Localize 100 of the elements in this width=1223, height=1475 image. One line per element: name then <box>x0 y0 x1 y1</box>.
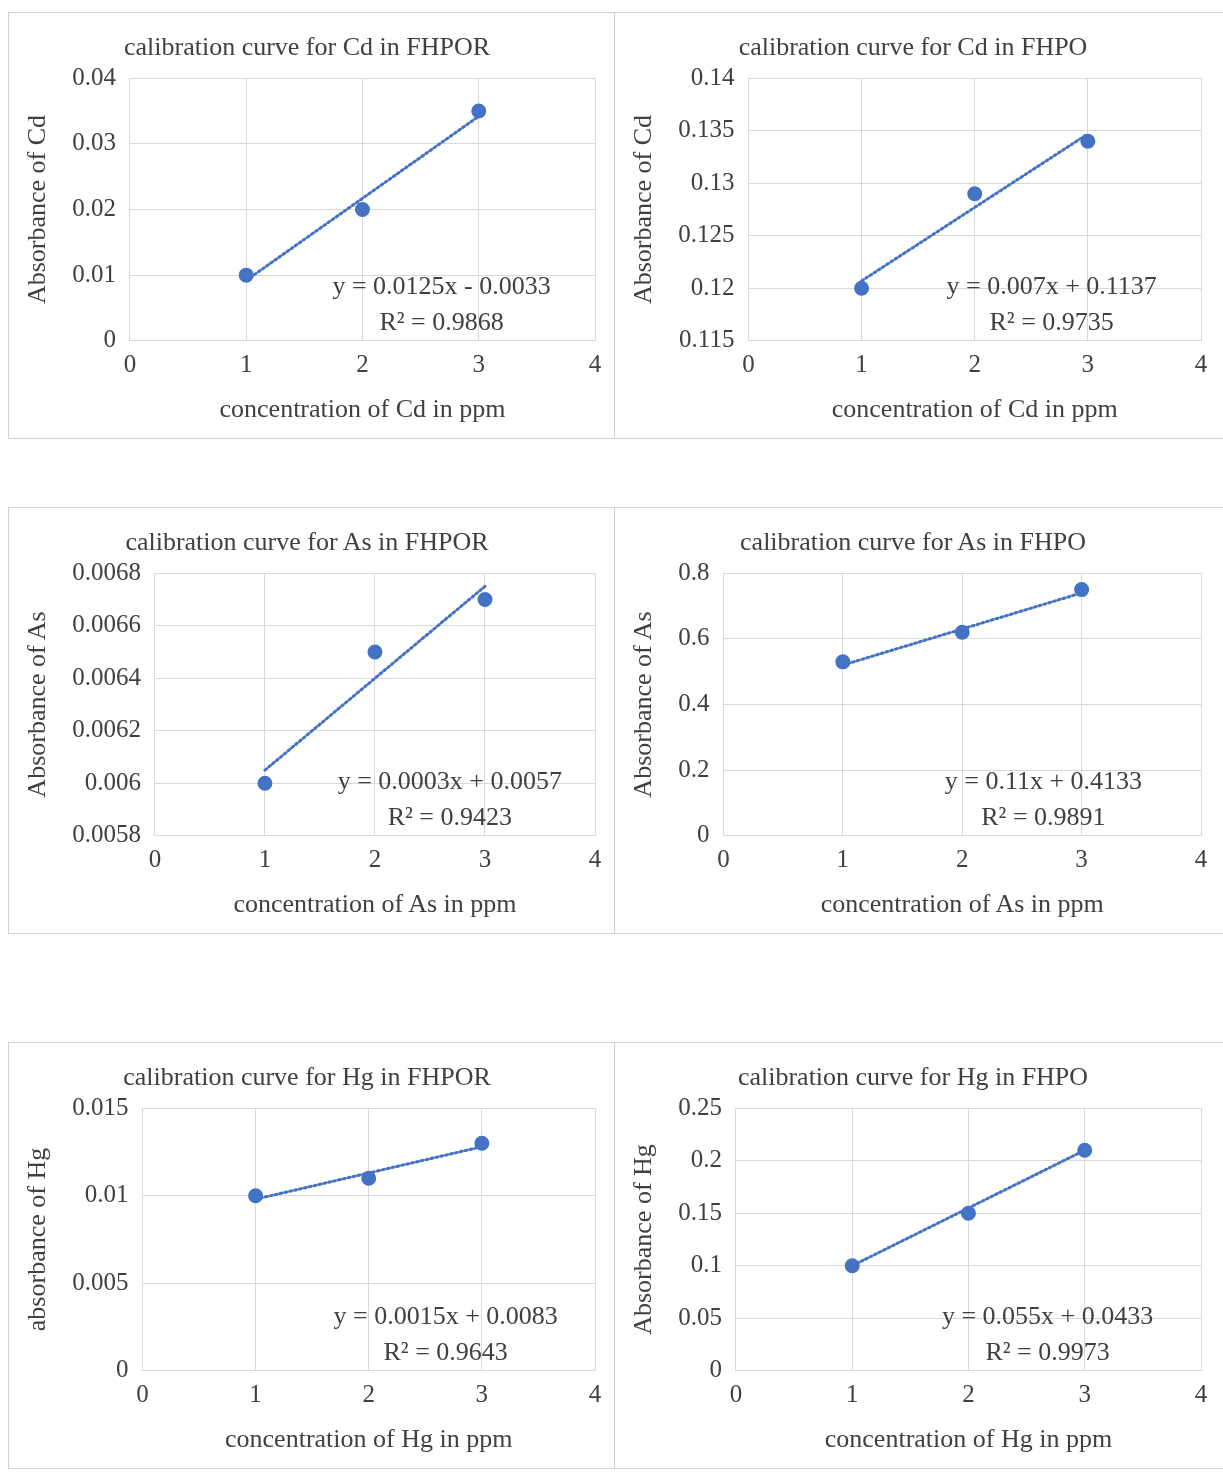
point <box>844 1258 860 1274</box>
y-tick-label: 0.135 <box>678 115 735 143</box>
x-tick-label: 3 <box>472 350 485 378</box>
y-tick-label: 0.006 <box>84 767 141 795</box>
y-tick-label: 0.14 <box>690 62 735 90</box>
y-tick-label: 0.125 <box>678 220 735 248</box>
x-tick-label: 3 <box>475 1380 489 1408</box>
y-tick-label: 0.015 <box>72 1092 129 1120</box>
y-axis-title: Absorbance of Cd <box>22 114 52 305</box>
x-tick-label: 4 <box>1194 1380 1208 1408</box>
annotation: y = 0.11x + 0.4133 <box>944 765 1143 795</box>
x-tick-label: 3 <box>1081 350 1095 378</box>
x-tick-label: 2 <box>955 845 969 873</box>
x-tick-label: 2 <box>968 350 981 378</box>
x-tick-label: 2 <box>962 1380 975 1408</box>
y-axis-title: Absorbance of As <box>628 611 658 798</box>
y-tick-label: 0.01 <box>84 1180 129 1208</box>
y-axis-title: Absorbance of Cd <box>628 114 658 305</box>
x-tick-label: 0 <box>742 350 755 378</box>
y-tick-label: 0.0062 <box>72 715 141 743</box>
annotation: R² = 0.9735 <box>989 306 1114 336</box>
y-tick-label: 0.05 <box>678 1302 722 1330</box>
y-tick-label: 0.0058 <box>72 820 141 848</box>
point <box>1080 133 1096 149</box>
y-tick-label: 0.0064 <box>72 662 142 690</box>
x-axis-title: concentration of Cd in ppm <box>831 394 1118 424</box>
x-tick-label: 1 <box>836 845 850 873</box>
x-tick-label: 4 <box>1194 845 1208 873</box>
point <box>248 1188 264 1204</box>
y-axis-title: Absorbance of As <box>22 611 52 798</box>
chart-title: calibration curve for As in FHPOR <box>125 527 490 557</box>
x-tick-label: 1 <box>258 845 272 873</box>
x-tick-label: 2 <box>356 350 369 378</box>
point <box>474 1135 490 1151</box>
point <box>477 591 493 607</box>
annotation: R² = 0.9868 <box>379 306 504 336</box>
point <box>471 103 487 119</box>
annotation: y = 0.007x + 0.1137 <box>946 270 1157 300</box>
x-tick-label: 2 <box>368 845 382 873</box>
x-tick-label: 3 <box>478 845 492 873</box>
chart-title: calibration curve for Cd in FHPO <box>738 32 1088 62</box>
point <box>1074 582 1090 598</box>
y-tick-label: 0.12 <box>690 272 735 300</box>
point <box>960 1205 976 1221</box>
point <box>257 775 273 791</box>
x-tick-label: 1 <box>855 350 868 378</box>
y-tick-label: 0.0066 <box>72 610 141 638</box>
annotation: y = 0.055x + 0.0433 <box>941 1300 1154 1330</box>
x-tick-label: 0 <box>148 845 162 873</box>
x-tick-label: 1 <box>239 350 253 378</box>
x-axis-title: concentration of As in ppm <box>233 889 517 919</box>
x-axis-title: concentration of Hg in ppm <box>225 1424 513 1454</box>
y-tick-label: 0 <box>709 1355 722 1383</box>
x-tick-label: 3 <box>1075 845 1088 873</box>
point <box>354 202 370 217</box>
y-tick-label: 0.115 <box>679 325 735 353</box>
x-tick-label: 3 <box>1078 1380 1091 1408</box>
y-tick-label: 0.0068 <box>72 557 141 585</box>
point <box>967 186 983 202</box>
y-tick-label: 0 <box>696 820 710 848</box>
y-tick-label: 0.13 <box>690 167 735 195</box>
point <box>1077 1142 1093 1158</box>
chart-title: calibration curve for As in FHPO <box>740 527 1086 557</box>
annotation: y = 0.0015x + 0.0083 <box>333 1300 558 1330</box>
y-tick-label: 0.15 <box>678 1197 722 1225</box>
y-axis-title: absorbance of Hg <box>22 1147 52 1332</box>
chart-title: calibration curve for Hg in FHPOR <box>123 1062 492 1092</box>
y-tick-label: 0.02 <box>72 194 116 222</box>
y-tick-label: 0.1 <box>690 1250 722 1278</box>
y-tick-label: 0 <box>115 1355 129 1383</box>
point <box>367 644 383 660</box>
x-tick-label: 1 <box>249 1380 262 1408</box>
y-tick-label: 0.6 <box>678 623 710 651</box>
x-tick-label: 4 <box>1194 350 1208 378</box>
y-tick-label: 0.25 <box>678 1092 722 1120</box>
chart-title: calibration curve for Hg in FHPO <box>737 1062 1089 1092</box>
annotation: R² = 0.9423 <box>387 801 512 831</box>
point <box>361 1170 377 1186</box>
y-tick-label: 0 <box>103 325 116 353</box>
x-tick-label: 4 <box>588 845 602 873</box>
x-tick-label: 4 <box>588 350 602 378</box>
annotation: R² = 0.9891 <box>981 801 1106 831</box>
y-tick-label: 0.005 <box>72 1267 129 1295</box>
y-tick-label: 0.04 <box>72 62 117 90</box>
y-tick-label: 0.2 <box>690 1145 722 1173</box>
y-tick-label: 0.2 <box>678 754 710 782</box>
annotation: y = 0.0125x - 0.0033 <box>332 270 551 300</box>
x-tick-label: 1 <box>845 1380 859 1408</box>
point <box>238 267 254 283</box>
annotation: y = 0.0003x + 0.0057 <box>337 765 562 795</box>
chart-title: calibration curve for Cd in FHPOR <box>123 32 491 62</box>
point <box>854 280 870 296</box>
y-tick-label: 0.8 <box>678 557 710 585</box>
x-axis-title: concentration of Cd in ppm <box>219 394 506 424</box>
annotation: R² = 0.9973 <box>985 1336 1110 1366</box>
x-tick-label: 2 <box>362 1380 375 1408</box>
y-axis-title: Absorbance of Hg <box>628 1144 658 1335</box>
y-tick-label: 0.01 <box>72 259 116 287</box>
x-axis-title: concentration of Hg in ppm <box>824 1424 1113 1454</box>
y-tick-label: 0.4 <box>678 689 710 717</box>
